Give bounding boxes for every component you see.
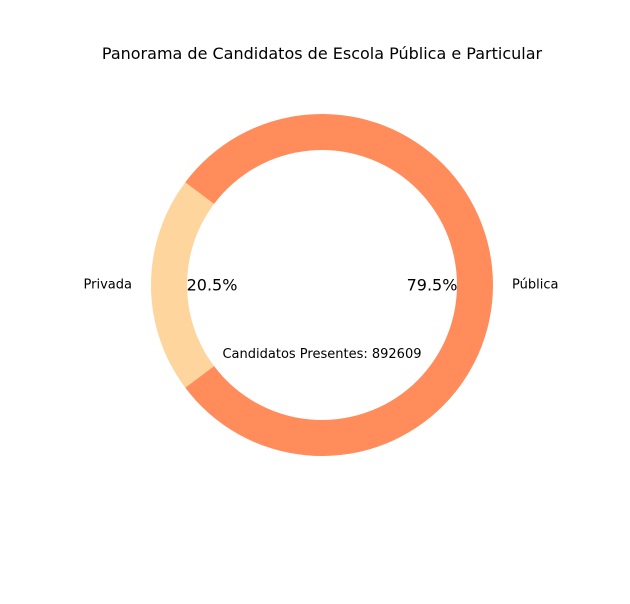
slice-percent-privada: 20.5%	[187, 276, 238, 295]
slice-percent-publica: 79.5%	[407, 276, 458, 295]
slices-group	[151, 113, 494, 456]
slice-label-publica: Pública	[512, 278, 558, 293]
slice-privada	[151, 182, 215, 388]
labels-group: Pública 79.5% Privada 20.5%	[84, 276, 559, 295]
center-label: Candidatos Presentes: 892609	[222, 347, 421, 362]
chart-title: Panorama de Candidatos de Escola Pública…	[102, 44, 543, 63]
slice-label-privada: Privada	[84, 278, 132, 293]
